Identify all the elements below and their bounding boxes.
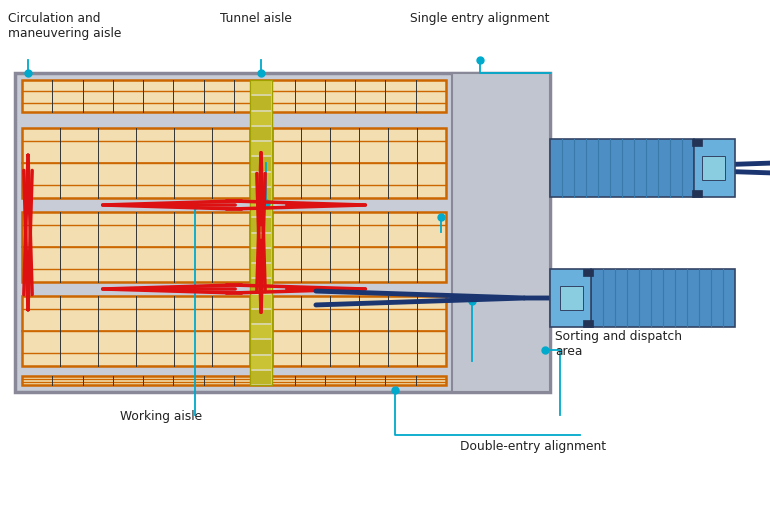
Bar [251, 203, 271, 216]
Bar [251, 340, 271, 353]
Bar [251, 249, 271, 262]
Bar [251, 234, 271, 247]
Bar [591, 269, 735, 327]
Bar [22, 80, 446, 112]
Bar [251, 127, 271, 140]
Bar [251, 172, 271, 186]
Bar [702, 156, 725, 179]
Bar [584, 320, 593, 327]
Bar [15, 73, 550, 392]
Bar [251, 264, 271, 277]
Bar [584, 269, 593, 276]
Bar [251, 325, 271, 338]
Bar [251, 157, 271, 170]
Text: Double-entry alignment: Double-entry alignment [460, 440, 606, 453]
Bar [560, 286, 583, 310]
Text: Tunnel aisle: Tunnel aisle [220, 12, 292, 25]
Bar [550, 269, 591, 327]
Bar [272, 212, 446, 282]
Text: Single entry alignment: Single entry alignment [410, 12, 550, 25]
Bar [695, 139, 735, 197]
Bar [251, 279, 271, 293]
Bar [251, 371, 271, 384]
Bar [272, 296, 446, 366]
Bar [251, 81, 271, 94]
Bar [550, 139, 695, 197]
Bar [251, 112, 271, 125]
Bar [22, 296, 250, 366]
Bar [251, 310, 271, 323]
Bar [251, 96, 271, 110]
Bar [251, 188, 271, 201]
Bar [251, 218, 271, 232]
Bar [272, 128, 446, 198]
Bar [251, 142, 271, 155]
Bar [22, 376, 446, 385]
Bar [251, 295, 271, 308]
Bar [250, 80, 272, 385]
Bar [251, 355, 271, 369]
Text: Working aisle: Working aisle [120, 410, 202, 423]
Bar [692, 190, 701, 197]
Text: Sorting and dispatch
area: Sorting and dispatch area [555, 330, 682, 358]
Bar [692, 139, 701, 146]
Bar [22, 212, 250, 282]
Bar [452, 73, 550, 392]
Bar [22, 128, 250, 198]
Text: Circulation and
maneuvering aisle: Circulation and maneuvering aisle [8, 12, 122, 40]
